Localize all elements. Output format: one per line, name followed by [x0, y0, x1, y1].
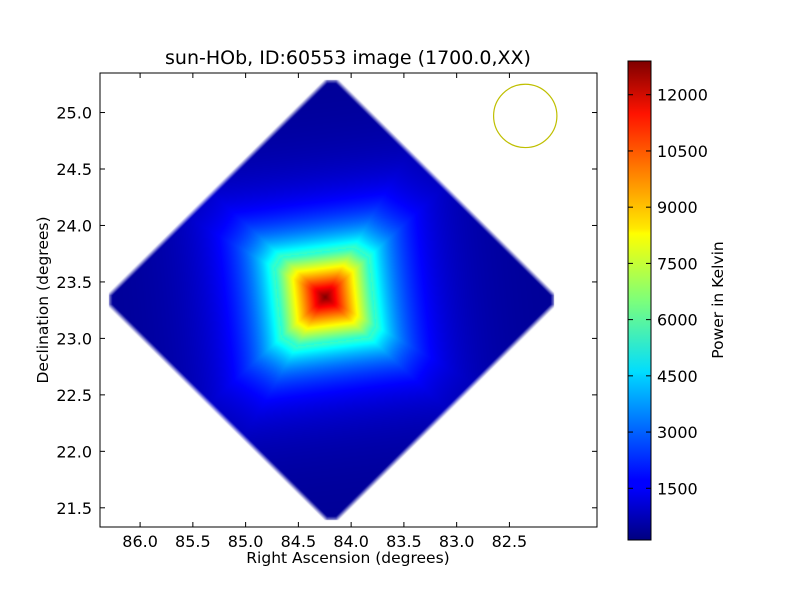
y-tick-label: 23.0 — [56, 329, 92, 348]
y-tick-label: 22.0 — [56, 442, 92, 461]
plot-frame — [99, 72, 598, 528]
y-tick-label: 24.5 — [56, 160, 92, 179]
x-axis-ticks: 86.0 85.5 85.0 84.5 84.0 83.5 83.0 82.5 — [122, 73, 527, 551]
y-tick-label: 23.5 — [56, 273, 92, 292]
x-tick-label: 84.0 — [333, 532, 369, 551]
heatmap-image — [100, 73, 597, 527]
colorbar: 1500 3000 4500 6000 7500 9000 10500 12000 Power… — [627, 60, 727, 541]
colorbar-tick-label: 10500 — [657, 142, 708, 161]
colorbar-tick-label: 3000 — [657, 423, 698, 442]
x-tick-label: 85.5 — [175, 532, 211, 551]
y-axis-ticks: 21.5 22.0 22.5 23.0 23.5 24.0 24.5 25.0 — [56, 104, 597, 518]
x-tick-label: 84.5 — [281, 532, 317, 551]
colorbar-tick-label: 12000 — [657, 86, 708, 105]
plot-area: 86.0 85.5 85.0 84.5 84.0 83.5 83.0 82.5 21.5 22.… — [56, 72, 598, 551]
colorbar-tick-label: 6000 — [657, 311, 698, 330]
colorbar-gradient — [627, 60, 652, 541]
colorbar-label: Power in Kelvin — [709, 241, 727, 358]
y-tick-label: 22.5 — [56, 386, 92, 405]
x-tick-label: 85.0 — [228, 532, 264, 551]
beam-circle — [492, 83, 558, 149]
colorbar-ticks: 1500 3000 4500 6000 7500 9000 10500 12000 — [628, 86, 708, 498]
y-axis-label: Declination (degrees) — [34, 216, 52, 383]
y-tick-label: 25.0 — [56, 104, 92, 123]
x-tick-label: 86.0 — [122, 532, 158, 551]
chart-title: sun-HOb, ID:60553 image (1700.0,XX) — [165, 47, 531, 69]
y-tick-label: 21.5 — [56, 499, 92, 518]
colorbar-tick-label: 4500 — [657, 367, 698, 386]
x-axis-label: Right Ascension (degrees) — [246, 549, 449, 567]
x-tick-label: 82.5 — [492, 532, 528, 551]
colorbar-tick-label: 9000 — [657, 198, 698, 217]
colorbar-tick-label: 1500 — [657, 479, 698, 498]
y-tick-label: 24.0 — [56, 216, 92, 235]
x-tick-label: 83.0 — [439, 532, 475, 551]
colorbar-tick-label: 7500 — [657, 254, 698, 273]
x-tick-label: 83.5 — [386, 532, 422, 551]
